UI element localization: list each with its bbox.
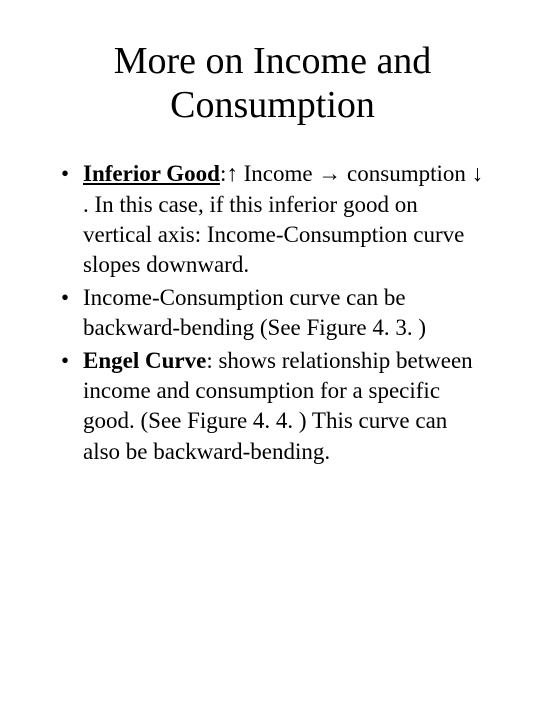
bullet-bold-underline-prefix: Inferior Good <box>83 161 220 186</box>
bullet-text: Income-Consumption curve can be backward… <box>83 285 426 340</box>
bullet-item: Inferior Good:↑ Income → consumption ↓ .… <box>55 159 490 280</box>
bullet-bold-prefix: Engel Curve <box>83 348 206 373</box>
slide-title: More on Income and Consumption <box>55 40 490 127</box>
bullet-item: Engel Curve: shows relationship between … <box>55 346 490 467</box>
bullet-list: Inferior Good:↑ Income → consumption ↓ .… <box>55 159 490 467</box>
bullet-item: Income-Consumption curve can be backward… <box>55 283 490 344</box>
